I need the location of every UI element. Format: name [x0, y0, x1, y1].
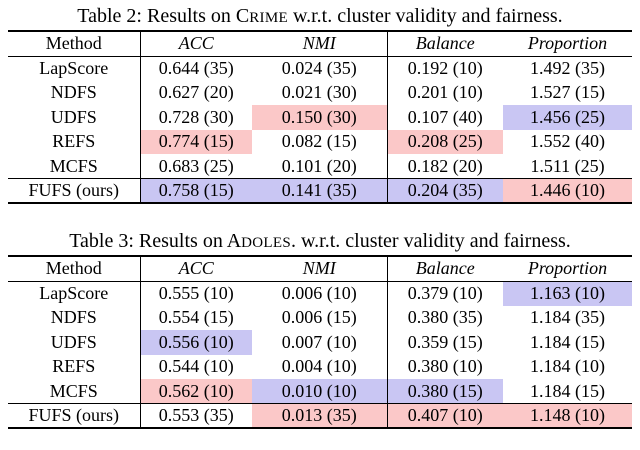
dataset-name-smallcaps: RIME [249, 10, 288, 26]
value-cell: 0.208 (25) [387, 129, 503, 154]
value-cell: 0.407 (10) [387, 403, 503, 428]
value-cell: 0.182 (20) [407, 155, 483, 176]
method-cell: FUFS (ours) [8, 403, 141, 428]
table-row: MCFS 0.562 (10) 0.010 (10) 0.380 (15) 1.184 … [8, 379, 632, 404]
value-cell: 0.021 (30) [252, 80, 388, 105]
table-row: NDFS 0.554 (15) 0.006 (15) 0.380 (35) 1.184 … [8, 305, 632, 330]
value-cell: 0.627 (20) [158, 82, 234, 103]
value-cell: 0.555 (10) [158, 283, 234, 303]
header-row: Method ACC NMI Balance Proportion [8, 31, 632, 56]
table-row: UDFS 0.728 (30) 0.150 (30) 0.107 (40) 1.456 … [8, 105, 632, 130]
value-cell: 1.184 (15) [530, 380, 605, 401]
table2-caption: Table 2: Results on CRIME w.r.t. cluster… [0, 2, 640, 30]
caption-prefix: Table 2: Results on [77, 5, 236, 27]
method-cell: REFS [8, 129, 141, 154]
method-cell: UDFS [8, 105, 141, 130]
caption-suffix: w.r.t. cluster validity and fairness. [287, 5, 563, 27]
value-cell: 0.107 (40) [407, 106, 483, 127]
value-cell: 0.554 (15) [158, 307, 234, 328]
value-cell: 0.141 (35) [252, 178, 388, 203]
method-cell: MCFS [8, 154, 141, 179]
table-row: REFS 0.544 (10) 0.004 (10) 0.380 (10) 1.184 … [8, 354, 632, 379]
value-cell: 0.006 (15) [252, 305, 388, 330]
header-nmi: NMI [252, 256, 388, 281]
table-row: UDFS 0.556 (10) 0.007 (10) 0.359 (15) 1.184 … [8, 330, 632, 355]
value-cell: 0.201 (10) [407, 82, 483, 103]
value-cell: 1.511 (25) [530, 155, 605, 176]
method-cell: REFS [8, 354, 141, 379]
value-cell: 1.527 (15) [530, 82, 605, 103]
value-cell: 1.492 (35) [530, 58, 605, 78]
value-cell: 1.184 (15) [530, 331, 605, 352]
value-cell: 0.644 (35) [158, 58, 234, 78]
value-cell: 0.683 (25) [158, 155, 234, 176]
value-cell: 0.380 (10) [407, 356, 483, 377]
header-balance: Balance [415, 33, 475, 54]
method-cell: NDFS [8, 305, 141, 330]
value-cell: 1.184 (35) [530, 307, 605, 328]
value-cell: 0.553 (35) [140, 403, 252, 428]
value-cell: 0.082 (15) [252, 129, 388, 154]
value-cell: 1.184 (10) [530, 356, 605, 377]
method-cell: FUFS (ours) [8, 178, 141, 203]
value-cell: 1.446 (10) [503, 178, 632, 203]
dataset-name-initial: A [226, 230, 242, 252]
table-row: MCFS 0.683 (25) 0.101 (20) 0.182 (20) 1.511 … [8, 154, 632, 179]
value-cell: 0.728 (30) [158, 106, 234, 127]
method-cell: LapScore [8, 56, 141, 81]
value-cell: 0.192 (10) [407, 58, 483, 78]
value-cell: 0.359 (15) [407, 331, 483, 352]
header-acc: ACC [178, 258, 214, 279]
header-method: Method [8, 256, 141, 281]
table-row: LapScore 0.555 (10) 0.006 (10) 0.379 (10) 1.… [8, 281, 632, 306]
header-method: Method [8, 31, 141, 56]
value-cell: 0.758 (15) [140, 178, 252, 203]
value-cell: 0.006 (10) [252, 281, 388, 306]
value-cell: 1.163 (10) [503, 281, 632, 306]
value-cell: 0.379 (10) [407, 283, 483, 303]
value-cell: 0.007 (10) [252, 330, 388, 355]
header-acc: ACC [178, 33, 214, 54]
value-cell: 0.024 (35) [252, 56, 388, 81]
table3-caption: Table 3: Results on ADOLES. w.r.t. clust… [0, 227, 640, 255]
value-cell: 0.101 (20) [252, 154, 388, 179]
value-cell: 0.380 (35) [407, 307, 483, 328]
dataset-name-initial: C [235, 5, 250, 27]
value-cell: 0.150 (30) [252, 105, 388, 130]
value-cell: 0.204 (35) [387, 178, 503, 203]
method-cell: LapScore [8, 281, 141, 306]
value-cell: 0.562 (10) [140, 379, 252, 404]
caption-prefix: Table 3: Results on [69, 230, 227, 252]
value-cell: 0.544 (10) [158, 356, 234, 377]
header-balance: Balance [415, 258, 475, 279]
value-cell: 0.010 (10) [252, 379, 388, 404]
header-proportion: Proportion [527, 33, 608, 54]
dataset-name-smallcaps: DOLES [241, 235, 292, 251]
value-cell: 1.552 (40) [530, 131, 605, 152]
value-cell: 1.148 (10) [503, 403, 632, 428]
header-proportion: Proportion [527, 258, 608, 279]
table-row: REFS 0.774 (15) 0.082 (15) 0.208 (25) 1.552 … [8, 129, 632, 154]
value-cell: 0.380 (15) [387, 379, 503, 404]
results-table-adolescent: Method ACC NMI Balance Proportion LapSco… [8, 255, 632, 429]
fufs-row: FUFS (ours) 0.553 (35) 0.013 (35) 0.407 (10… [8, 403, 632, 428]
method-cell: UDFS [8, 330, 141, 355]
value-cell: 0.013 (35) [252, 403, 388, 428]
table-row: LapScore 0.644 (35) 0.024 (35) 0.192 (10) 1.… [8, 56, 632, 81]
table-row: NDFS 0.627 (20) 0.021 (30) 0.201 (10) 1.527 … [8, 80, 632, 105]
value-cell: 0.004 (10) [252, 354, 388, 379]
header-row: Method ACC NMI Balance Proportion [8, 256, 632, 281]
value-cell: 0.556 (10) [140, 330, 252, 355]
value-cell: 1.456 (25) [503, 105, 632, 130]
results-table-crime: Method ACC NMI Balance Proportion LapSco… [8, 30, 632, 204]
caption-suffix: . w.r.t. cluster validity and fairness. [291, 230, 571, 252]
method-cell: MCFS [8, 379, 141, 404]
value-cell: 0.774 (15) [140, 129, 252, 154]
fufs-row: FUFS (ours) 0.758 (15) 0.141 (35) 0.204 (35… [8, 178, 632, 203]
method-cell: NDFS [8, 80, 141, 105]
header-nmi: NMI [252, 31, 388, 56]
